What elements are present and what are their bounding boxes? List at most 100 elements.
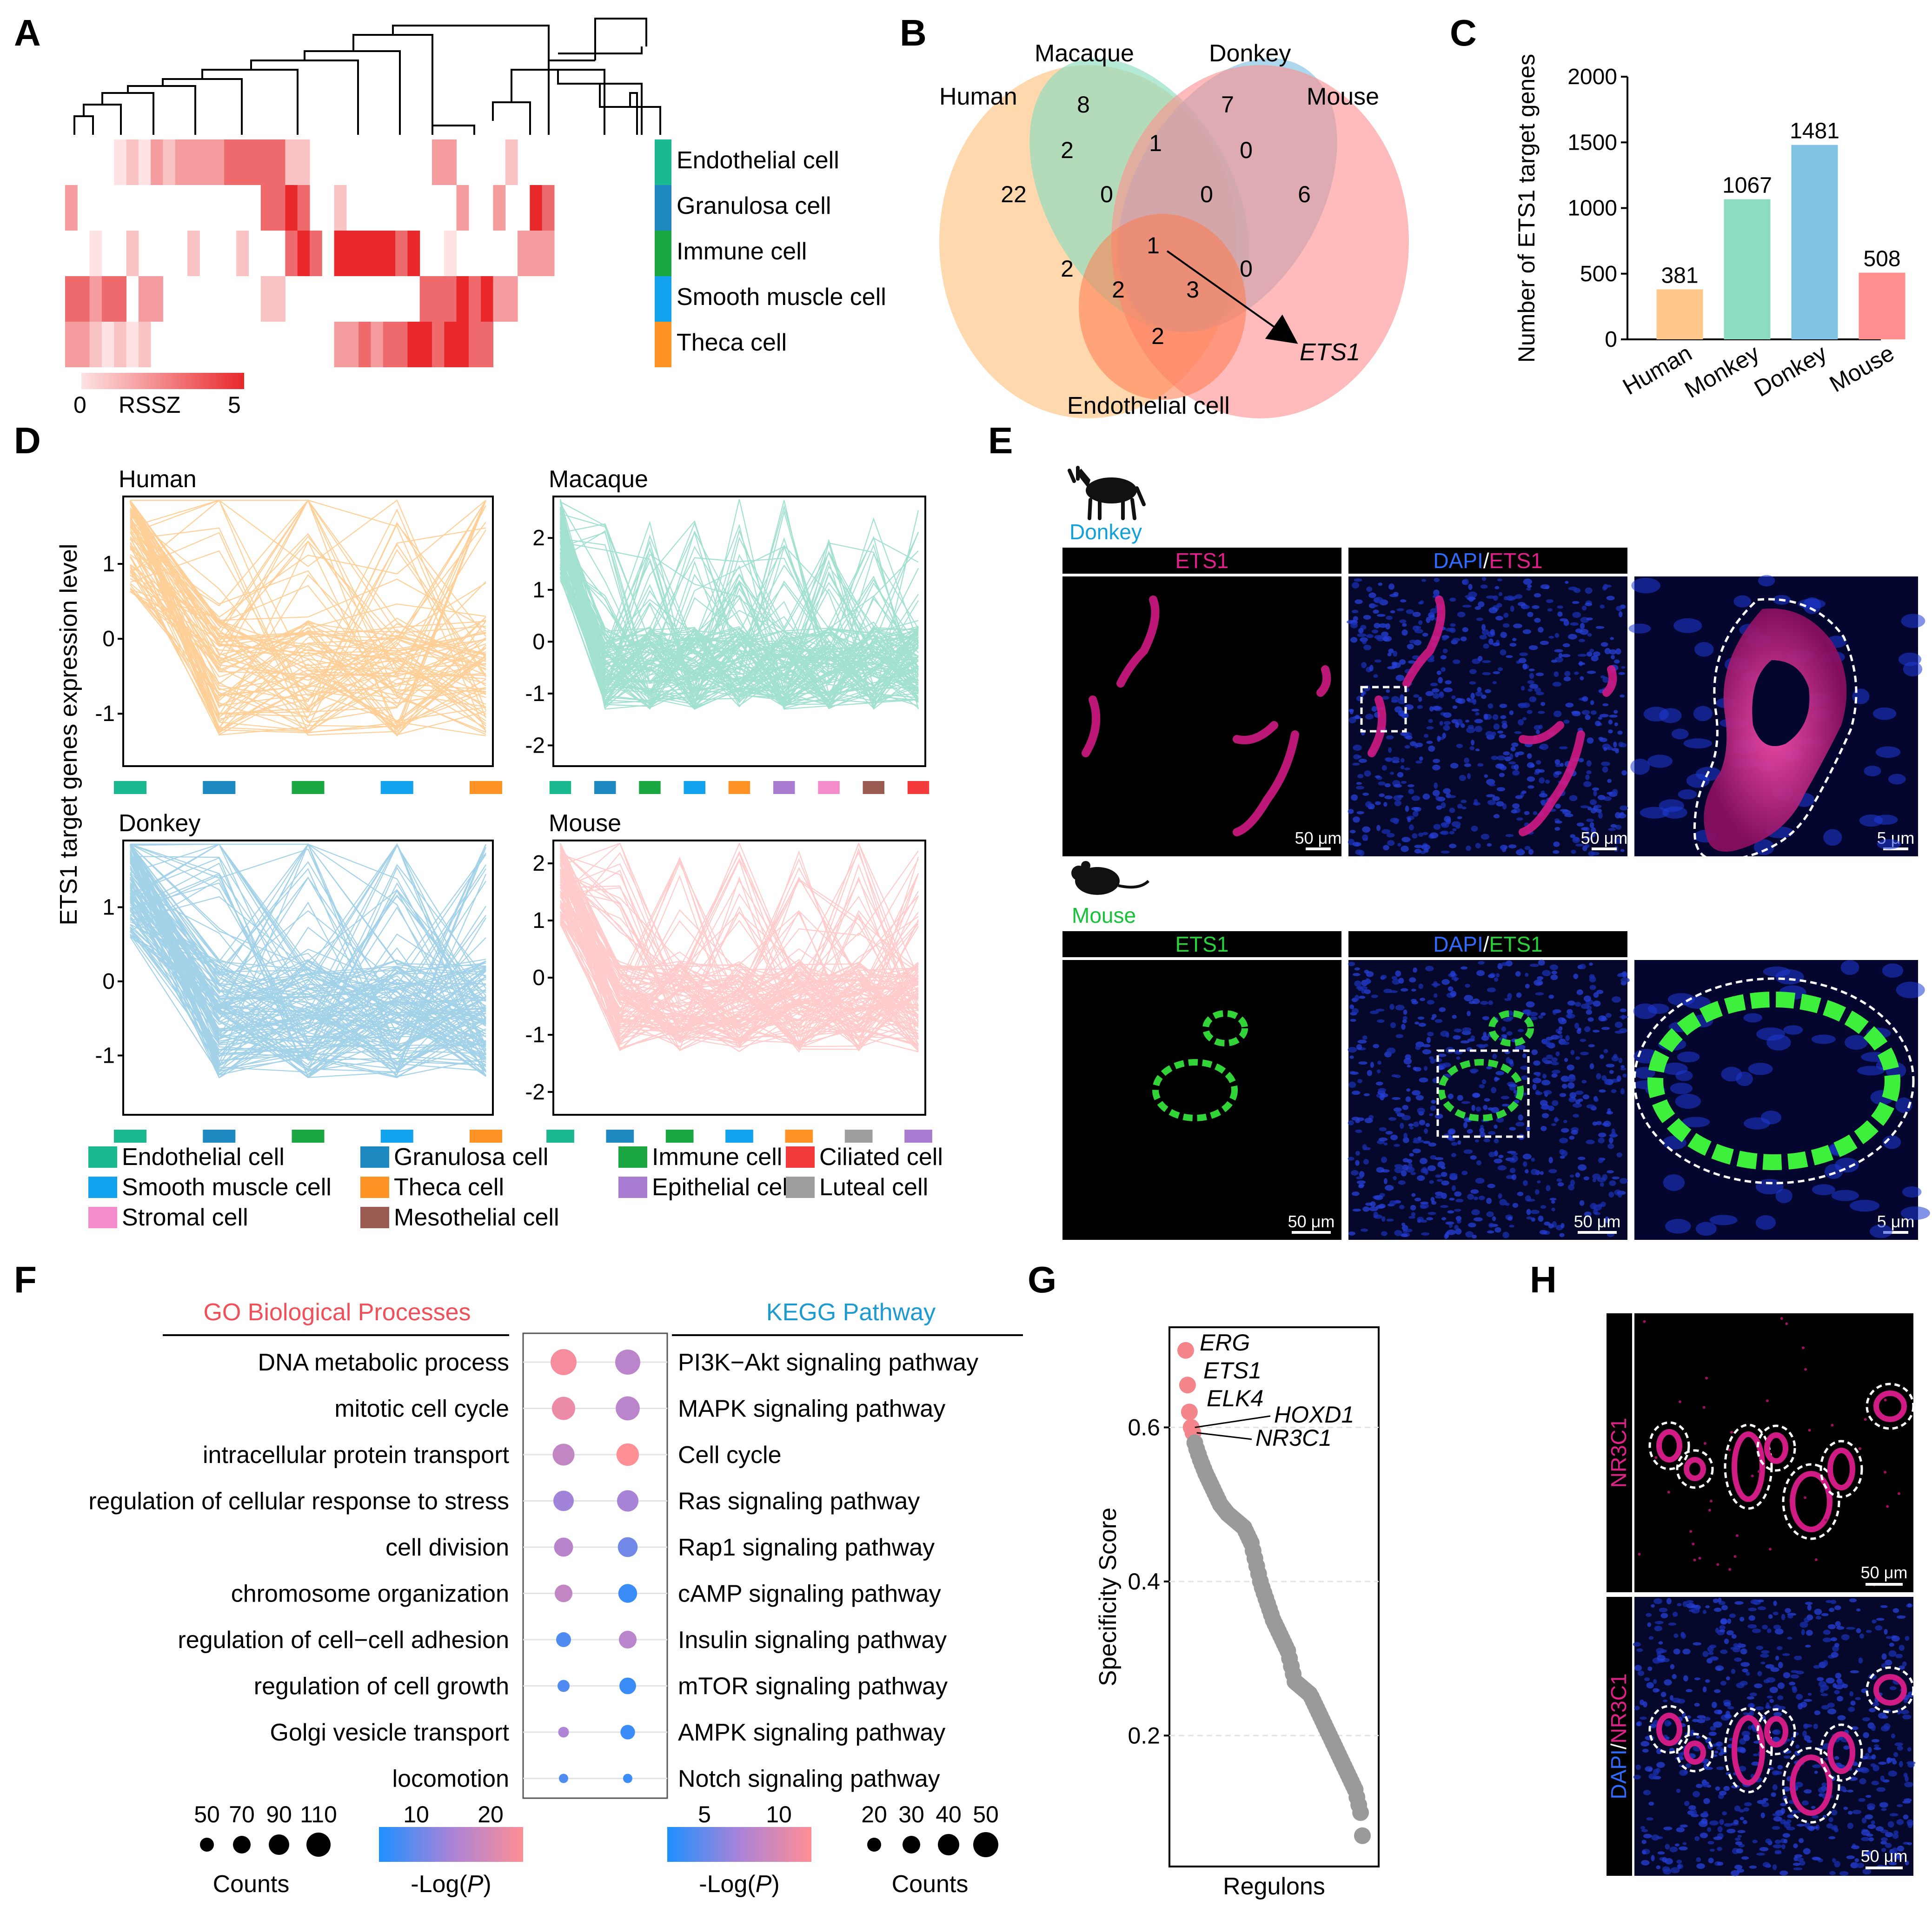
celltype-marker (639, 781, 661, 794)
mouse-icon (1071, 861, 1150, 895)
nucleus (1559, 1149, 1565, 1155)
nucleus (1402, 1158, 1409, 1163)
nucleus (1778, 1661, 1783, 1668)
nucleus (1888, 1770, 1897, 1777)
nucleus (1900, 1206, 1930, 1220)
nucleus (1418, 696, 1422, 702)
nucleus (1653, 1768, 1659, 1775)
nucleus (1524, 811, 1530, 815)
nucleus (1684, 1770, 1688, 1774)
nucleus (1593, 992, 1599, 998)
nucleus (1486, 794, 1495, 798)
nucleus (1575, 843, 1584, 847)
nucleus (1803, 1723, 1809, 1729)
expression-line (130, 531, 486, 735)
nucleus (1656, 1865, 1661, 1869)
nr3c1-vessel (1684, 1457, 1706, 1481)
nucleus (1666, 1598, 1672, 1605)
nucleus (1658, 1641, 1663, 1645)
nucleus (1899, 652, 1922, 666)
expression-line (130, 574, 486, 681)
expression-line (559, 563, 919, 702)
heatmap-cell (151, 139, 163, 185)
legend-swatch (618, 1177, 647, 1198)
nucleus (1589, 962, 1593, 966)
nucleus (1902, 1800, 1911, 1804)
nucleus (1813, 1723, 1818, 1729)
nucleus (1615, 648, 1621, 655)
nucleus (1381, 829, 1391, 834)
nucleus (1483, 1032, 1487, 1038)
go-count-tick: 90 (266, 1801, 292, 1827)
expression-line (130, 843, 486, 1077)
go-count-tick: 110 (300, 1801, 337, 1827)
rssz-legend-min: 0 (73, 392, 86, 418)
nucleus (1549, 964, 1559, 970)
nucleus (1820, 1684, 1829, 1691)
nucleus (1427, 1032, 1434, 1037)
nucleus (1693, 1809, 1697, 1816)
nucleus (1724, 1638, 1729, 1644)
venn-count: 1 (1149, 130, 1162, 156)
expression-line (130, 564, 486, 709)
nucleus (1576, 1028, 1581, 1034)
nucleus (1821, 1782, 1827, 1787)
nucleus (1806, 1740, 1812, 1743)
go-count-label: Counts (213, 1871, 290, 1898)
x-tick-label: Monkey (1680, 340, 1764, 403)
expression-line (129, 503, 486, 736)
nucleus (1621, 971, 1628, 978)
nucleus (1423, 1128, 1428, 1134)
heatmap-cell (260, 185, 273, 231)
nucleus (1444, 1233, 1448, 1239)
expression-line (130, 911, 486, 1046)
nucleus (1442, 733, 1447, 739)
nucleus (1357, 1079, 1362, 1084)
nucleus (1417, 1217, 1424, 1222)
nucleus (1376, 635, 1385, 642)
donkey-ets1-image (1062, 576, 1341, 856)
expression-line (130, 874, 486, 1078)
nucleus (1694, 1677, 1700, 1681)
nucleus (1531, 1169, 1538, 1175)
nucleus (1393, 1176, 1397, 1180)
nucleus (1677, 1864, 1683, 1869)
expression-line (559, 875, 919, 1044)
nucleus (1494, 1077, 1498, 1082)
nucleus (1777, 1765, 1783, 1770)
nucleus (1905, 1860, 1909, 1866)
nucleus (1821, 1613, 1829, 1616)
nucleus (1490, 629, 1495, 635)
expression-line (129, 844, 486, 1073)
scale-label: 50 μm (1295, 828, 1342, 847)
plot-title: Mouse (549, 810, 621, 837)
nucleus (1385, 1131, 1393, 1135)
nucleus (1421, 579, 1427, 582)
nucleus (1432, 688, 1440, 693)
legend-label: Mesothelial cell (394, 1204, 559, 1231)
expression-line (559, 513, 919, 703)
nucleus (1578, 639, 1586, 642)
nucleus (1413, 1137, 1418, 1142)
panel-letter-h: H (1530, 1259, 1557, 1300)
nucleus (1363, 615, 1371, 620)
nucleus (1574, 671, 1579, 675)
nucleus (1620, 1067, 1627, 1071)
expression-line (560, 549, 919, 695)
nucleus (1412, 811, 1419, 817)
expression-line (559, 514, 919, 682)
heatmap-cell (542, 185, 555, 231)
expression-line (560, 867, 919, 1004)
expression-line (559, 511, 919, 686)
heatmap-cell (285, 185, 298, 231)
nucleus (1434, 993, 1438, 998)
nucleus (1559, 1034, 1563, 1039)
nucleus (1462, 604, 1472, 608)
row-label: Immune cell (677, 238, 807, 265)
nucleus (1618, 672, 1625, 675)
nucleus (1426, 1217, 1434, 1221)
expression-line (130, 556, 486, 702)
expression-line (129, 844, 486, 1061)
expression-line (559, 847, 919, 1040)
nucleus (1643, 1790, 1651, 1795)
